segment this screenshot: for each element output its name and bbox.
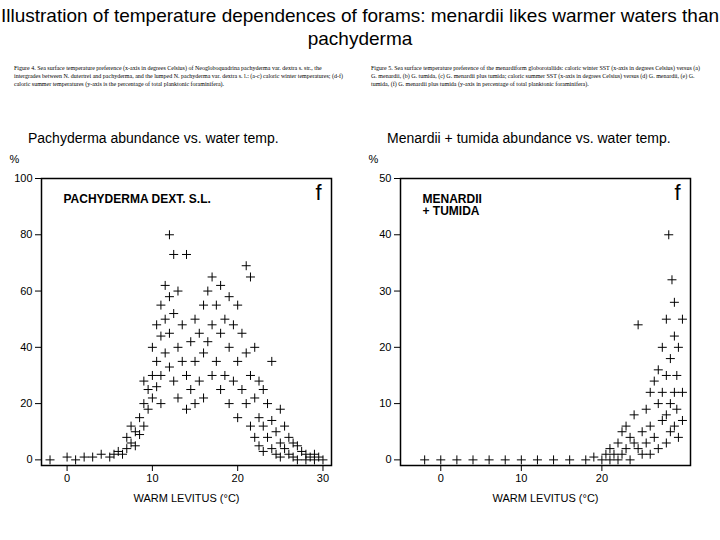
svg-text:%: % [369, 153, 379, 165]
svg-text:PACHYDERMA DEXT. S.L.: PACHYDERMA DEXT. S.L. [64, 192, 211, 206]
svg-text:100: 100 [14, 172, 32, 184]
svg-text:0: 0 [26, 453, 32, 465]
svg-text:30: 30 [317, 472, 329, 484]
svg-text:20: 20 [596, 472, 608, 484]
svg-text:WARM LEVITUS (°C): WARM LEVITUS (°C) [133, 492, 239, 504]
svg-text:0: 0 [438, 472, 444, 484]
svg-text:10: 10 [379, 397, 391, 409]
svg-text:%: % [10, 153, 20, 165]
svg-text:0: 0 [385, 453, 391, 465]
svg-text:WARM LEVITUS (°C): WARM LEVITUS (°C) [492, 492, 598, 504]
svg-text:40: 40 [20, 341, 32, 353]
svg-text:80: 80 [20, 228, 32, 240]
html-text:Figure 4. Sea surface temperat: Figure 4. Sea surface temperature prefer… [14, 65, 343, 87]
svg-text:60: 60 [20, 285, 32, 297]
html-text:Pachyderma abundance vs. water: Pachyderma abundance vs. water temp. [28, 130, 279, 146]
svg-text:f: f [315, 180, 322, 205]
svg-text:30: 30 [379, 285, 391, 297]
svg-text:0: 0 [64, 472, 70, 484]
html-text:Figure 5. Sea surface temperat: Figure 5. Sea surface temperature prefer… [371, 65, 700, 87]
html-text:Illustration of temperature de: Illustration of temperature dependences … [0, 5, 720, 49]
svg-text:10: 10 [515, 472, 527, 484]
html-text:Menardii + tumida abundance vs: Menardii + tumida abundance vs. water te… [387, 130, 671, 146]
svg-text:f: f [674, 180, 681, 205]
svg-text:40: 40 [379, 228, 391, 240]
svg-text:20: 20 [232, 472, 244, 484]
svg-text:10: 10 [146, 472, 158, 484]
svg-text:20: 20 [20, 397, 32, 409]
svg-text:50: 50 [379, 172, 391, 184]
svg-text:20: 20 [379, 341, 391, 353]
svg-text:MENARDII+ TUMIDA: MENARDII+ TUMIDA [423, 192, 482, 218]
